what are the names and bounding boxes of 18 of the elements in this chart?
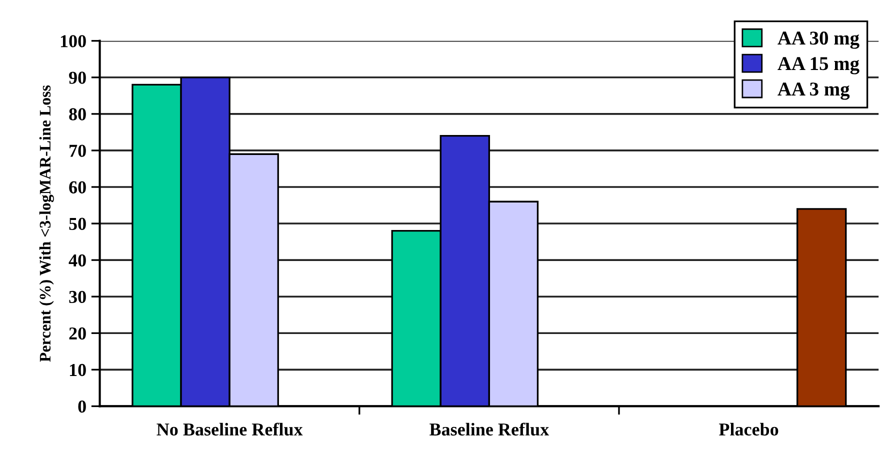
x-tick-label: Baseline Reflux [430,422,550,436]
legend-label: AA 3 mg [778,82,850,100]
y-tick-label: 20 [69,327,86,340]
y-tick-label: 70 [70,144,86,157]
y-tick-label: 90 [69,72,86,84]
x-tick-label: No Baseline Reflux [156,422,303,436]
y-tick-label: 80 [69,108,86,120]
y-tick-label: 40 [68,254,86,267]
y-axis-title: Percent (%) With <3-logMAR-Line Loss [39,85,54,362]
x-tick-label: Placebo [719,422,778,436]
y-tick-label: 50 [69,218,86,230]
y-tick-label: 60 [69,181,86,194]
y-tick-label: 30 [69,290,86,304]
legend-label: AA 15 mg [778,57,860,74]
y-tick-label: 100 [60,35,86,48]
y-tick-label: 0 [78,400,86,413]
y-tick-label: 10 [70,364,86,376]
legend-label: AA 30 mg [778,32,860,49]
